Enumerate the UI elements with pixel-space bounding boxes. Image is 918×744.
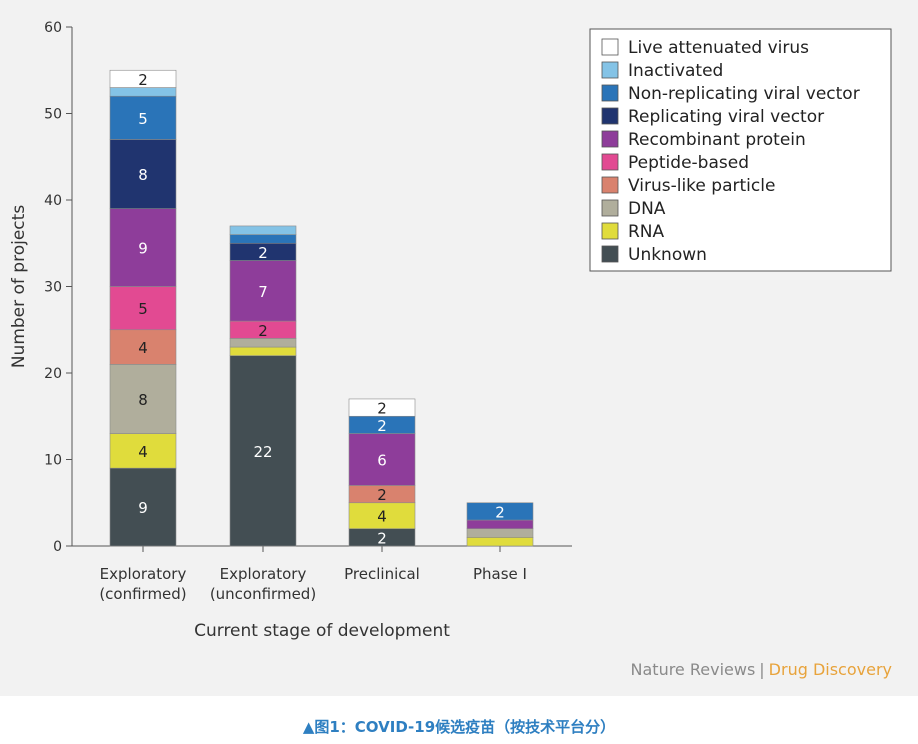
- bar-data-label: 4: [138, 443, 148, 461]
- bar-segment: [109, 329, 177, 365]
- bar-segment: [109, 364, 177, 434]
- legend-swatch: [601, 61, 619, 79]
- bar-data-label: 2: [377, 400, 387, 418]
- bar-segment: [466, 528, 534, 538]
- bar-segment: [229, 260, 297, 322]
- bar-segment: [109, 467, 177, 547]
- bar-data-label: 7: [258, 283, 268, 301]
- bar-data-label: 4: [138, 339, 148, 357]
- bar-data-label: 2: [138, 71, 148, 89]
- bar-segment: [109, 95, 177, 140]
- x-tick-label: Exploratory (unconfirmed): [210, 565, 316, 603]
- legend-swatch: [601, 245, 619, 263]
- y-tick-label: 10: [44, 453, 62, 469]
- bar-data-label: 2: [495, 503, 505, 521]
- x-tick-label: Preclinical: [344, 565, 420, 583]
- y-tick-label: 0: [53, 539, 62, 555]
- bar-data-label: 4: [377, 508, 387, 526]
- x-tick-label-line: Exploratory: [220, 565, 307, 583]
- bar-data-label: 2: [377, 486, 387, 504]
- x-tick-label: Exploratory (confirmed): [99, 565, 186, 603]
- legend-swatch: [601, 130, 619, 148]
- bar-segment: [348, 398, 416, 417]
- bar-data-label: 8: [138, 391, 148, 409]
- legend-item-label: Non-replicating viral vector: [628, 84, 860, 104]
- y-axis-title: Number of projects: [9, 205, 29, 368]
- bar-segment: [109, 208, 177, 287]
- x-tick-label-line: (confirmed): [99, 585, 186, 603]
- bar-data-label: 9: [138, 240, 148, 258]
- x-tick-label-line: Preclinical: [344, 565, 420, 583]
- bar-data-label: 22: [253, 443, 272, 461]
- bar-data-label: 2: [258, 322, 268, 340]
- x-tick-label-line: (unconfirmed): [210, 585, 316, 603]
- y-tick-label: 50: [44, 107, 62, 123]
- legend-item-label: Virus-like particle: [628, 176, 775, 196]
- legend-box: [589, 28, 892, 272]
- bar-data-label: 5: [138, 110, 148, 128]
- legend-swatch: [601, 38, 619, 56]
- bar-data-label: 5: [138, 300, 148, 318]
- legend-swatch: [601, 153, 619, 171]
- legend-item-label: DNA: [628, 199, 666, 219]
- bar-segment: [466, 502, 534, 521]
- bar-segment: [109, 139, 177, 209]
- legend-item-label: Peptide-based: [628, 153, 749, 173]
- bar-data-label: 9: [138, 499, 148, 517]
- bar-data-label: 2: [258, 244, 268, 262]
- y-tick-label: 30: [44, 280, 62, 296]
- bar-segment: [348, 502, 416, 530]
- bar-segment: [229, 234, 297, 244]
- legend-item-label: RNA: [628, 222, 665, 242]
- legend-item-label: Unknown: [628, 245, 707, 265]
- bar-segment: [466, 537, 534, 547]
- bar-data-label: 2: [377, 529, 387, 547]
- legend-item-label: Live attenuated virus: [628, 38, 809, 58]
- figure-panel: 0 10 20 30 40 50 60 Exploratory (confirmed) Explo…: [0, 0, 918, 696]
- bar-data-label: 6: [377, 452, 387, 470]
- credit-journal: Nature Reviews: [630, 660, 756, 679]
- bar-data-label: 2: [377, 417, 387, 435]
- legend-item-label: Recombinant protein: [628, 130, 806, 150]
- legend-swatch: [601, 222, 619, 240]
- y-tick-label: 40: [44, 193, 62, 209]
- x-tick-label-line: Phase I: [473, 565, 527, 583]
- x-tick-label: Phase I: [473, 565, 527, 583]
- bar-segment: [109, 69, 177, 88]
- x-tick-label-line: Exploratory: [100, 565, 187, 583]
- figure-caption: ▲图1：COVID-19候选疫苗（按技术平台分）: [302, 718, 616, 736]
- bar-segment: [109, 286, 177, 331]
- legend-item-label: Replicating viral vector: [628, 107, 824, 127]
- legend-swatch: [601, 176, 619, 194]
- bar-segment: [229, 225, 297, 235]
- legend-item-label: Inactivated: [628, 61, 723, 81]
- y-tick-label: 60: [44, 20, 62, 36]
- bar-segment: [109, 433, 177, 469]
- credit-separator: |: [759, 660, 765, 679]
- bar-segment: [229, 355, 297, 547]
- bar-segment: [348, 433, 416, 486]
- y-tick-label: 20: [44, 366, 62, 382]
- legend-swatch: [601, 199, 619, 217]
- legend-swatch: [601, 84, 619, 102]
- legend-swatch: [601, 107, 619, 125]
- x-axis-title: Current stage of development: [194, 621, 450, 641]
- source-credit: Nature Reviews | Drug Discovery: [631, 660, 892, 679]
- bar-segment: [229, 346, 297, 356]
- credit-section: Drug Discovery: [768, 660, 892, 679]
- bar-data-label: 8: [138, 166, 148, 184]
